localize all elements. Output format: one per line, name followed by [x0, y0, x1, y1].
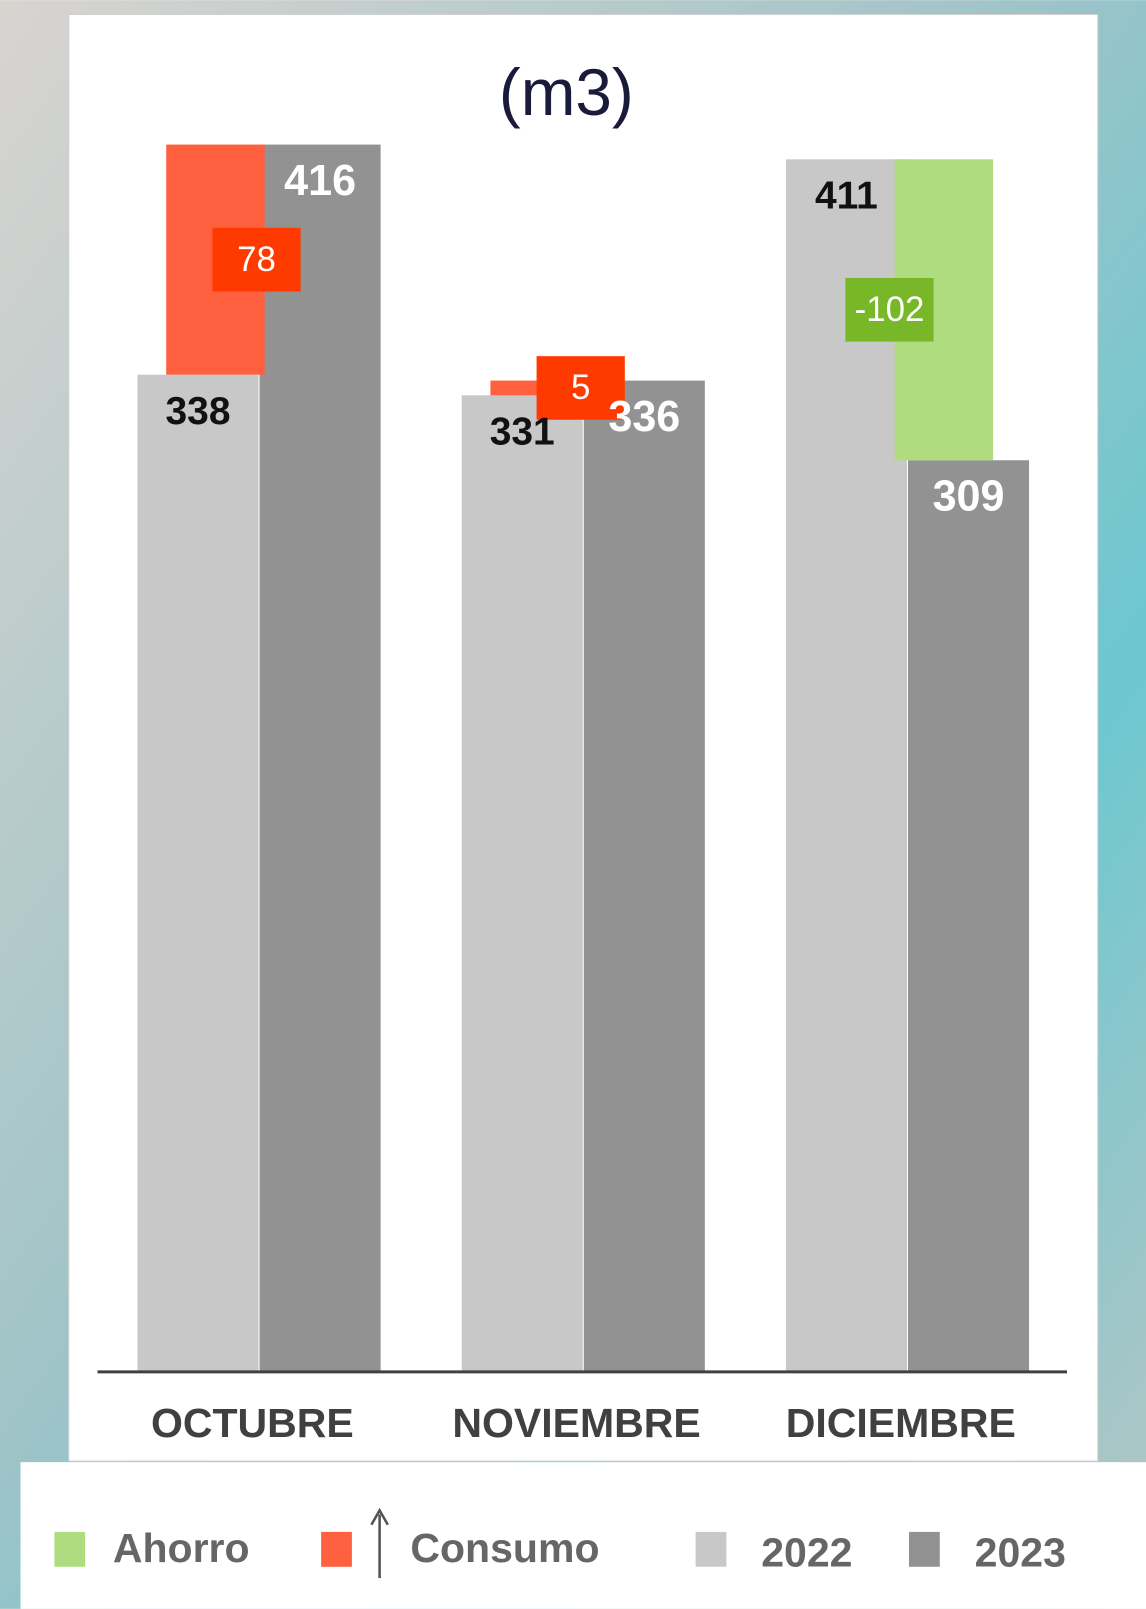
x-tick-label: DICIEMBRE	[786, 1400, 1016, 1446]
value-label: 331	[490, 411, 555, 454]
value-label: 338	[165, 390, 230, 433]
arrow-icon	[370, 1507, 389, 1579]
legend-panel	[20, 1462, 1146, 1609]
x-tick-label: OCTUBRE	[151, 1400, 354, 1446]
bar	[785, 159, 907, 1372]
difference-label: 5	[571, 368, 590, 407]
legend-swatch	[321, 1531, 352, 1567]
legend-label: 2022	[761, 1529, 852, 1575]
value-label: 336	[608, 393, 680, 441]
legend-label: Ahorro	[113, 1525, 250, 1571]
legend-swatch	[909, 1531, 940, 1567]
difference-label: -102	[855, 290, 925, 329]
bar	[907, 460, 1030, 1372]
value-label: 309	[933, 473, 1005, 521]
difference-label-box	[212, 227, 301, 292]
x-tick-label: NOVIEMBRE	[452, 1400, 700, 1446]
chart-title: (m3)	[499, 56, 634, 129]
bar	[461, 395, 583, 1372]
legend-swatch	[695, 1531, 727, 1567]
difference-label-box	[536, 356, 625, 420]
legend-swatch	[54, 1531, 86, 1567]
difference-label-box	[845, 277, 934, 342]
value-label: 416	[284, 157, 356, 205]
bar	[137, 374, 259, 1372]
difference-label: 78	[237, 240, 276, 279]
bar	[583, 380, 705, 1372]
legend-label: Consumo	[410, 1525, 599, 1571]
value-label: 411	[815, 175, 878, 218]
bar	[259, 144, 381, 1372]
legend-label: 2023	[975, 1529, 1066, 1575]
